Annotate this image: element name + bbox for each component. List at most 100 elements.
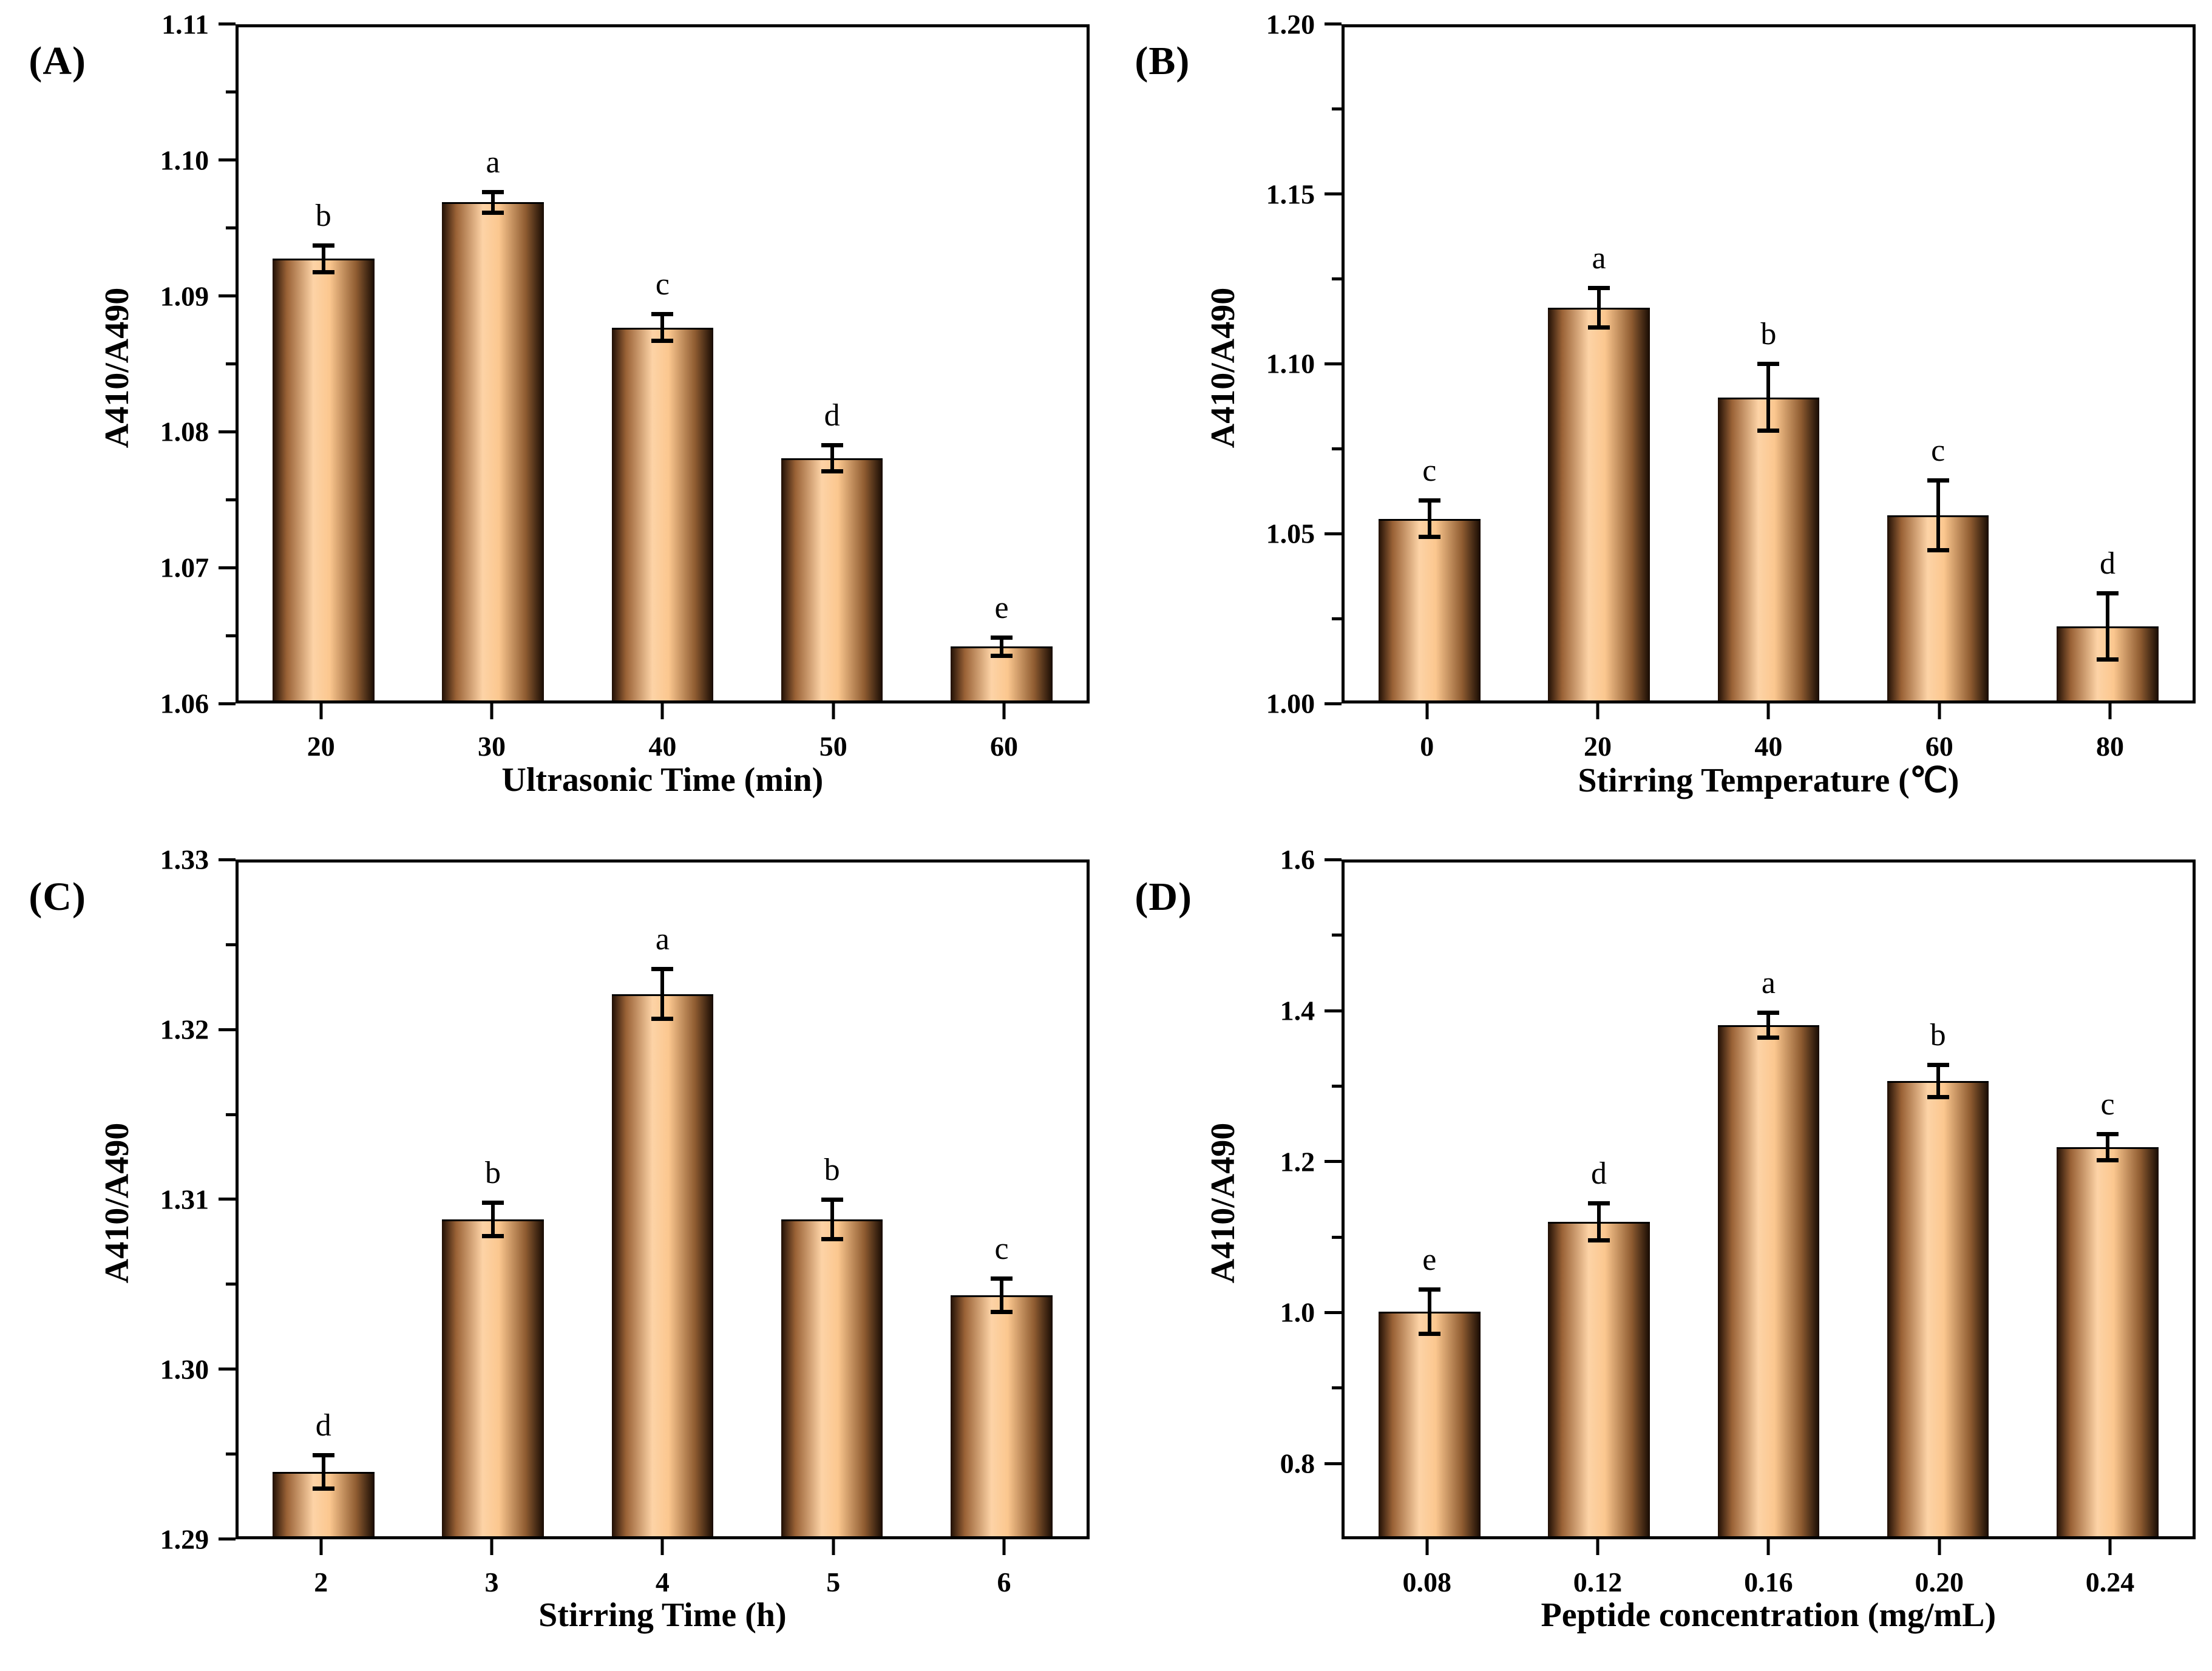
y-major-tick	[1325, 702, 1342, 705]
error-bar-cap-top	[1588, 1201, 1610, 1206]
significance-letter: d	[315, 1408, 331, 1443]
bar-0.24	[2057, 1147, 2159, 1536]
bar-0	[1378, 518, 1481, 700]
bar-30	[442, 202, 544, 700]
x-tick-label: 50	[819, 731, 847, 762]
error-bar	[491, 191, 495, 213]
error-bar-cap-bottom	[1757, 429, 1780, 433]
significance-letter: c	[994, 1232, 1009, 1267]
y-tick-label: 1.15	[1266, 178, 1315, 210]
error-bar	[2105, 592, 2109, 660]
x-tick	[1002, 1539, 1006, 1555]
bar-0.12	[1548, 1221, 1650, 1536]
x-tick	[1425, 1539, 1429, 1555]
y-axis-title: A410/A490	[1204, 1122, 1243, 1284]
x-tick-label: 40	[648, 731, 677, 762]
error-bar	[1597, 287, 1601, 328]
x-tick-label: 5	[826, 1566, 841, 1598]
y-major-tick	[1325, 1310, 1342, 1314]
significance-letter: b	[315, 198, 331, 234]
x-tick-label: 6	[997, 1566, 1011, 1598]
y-tick-label: 1.4	[1280, 995, 1315, 1026]
y-major-tick	[219, 1368, 236, 1371]
error-bar-cap-top	[821, 1197, 843, 1202]
y-major-tick	[1325, 532, 1342, 535]
y-minor-tick	[226, 634, 236, 637]
y-minor-tick	[226, 362, 236, 365]
error-bar-cap-top	[2096, 591, 2119, 595]
error-bar-cap-top	[821, 442, 843, 447]
x-tick	[1596, 703, 1600, 719]
y-tick-label: 1.30	[160, 1354, 209, 1385]
y-major-tick	[219, 858, 236, 861]
plot-area: b a c d e	[236, 24, 1090, 703]
panel-letter: (D)	[1135, 874, 1192, 919]
x-tick-label: 40	[1754, 731, 1783, 762]
y-tick-label: 1.32	[160, 1014, 209, 1045]
x-axis-title: Stirring Temperature (℃)	[1578, 761, 1959, 799]
error-bar-cap-top	[2096, 1131, 2119, 1136]
y-minor-tick	[226, 1283, 236, 1286]
bar-0.16	[1717, 1025, 1820, 1536]
bar-50	[781, 458, 883, 700]
panel-letter: (C)	[29, 874, 86, 919]
y-major-tick	[219, 430, 236, 433]
error-bar-cap-top	[651, 312, 674, 317]
x-tick	[1596, 1539, 1600, 1555]
panel-letter: (A)	[29, 39, 86, 84]
significance-letter: a	[655, 922, 670, 957]
error-bar-cap-top	[1588, 285, 1610, 290]
y-major-tick	[1325, 192, 1342, 196]
error-bar	[1766, 364, 1771, 432]
y-tick-label: 1.31	[160, 1184, 209, 1215]
bar-0.20	[1887, 1081, 1989, 1536]
error-bar-cap-bottom	[1927, 548, 1949, 553]
y-axis-title: A410/A490	[98, 287, 137, 448]
error-bar-cap-bottom	[1418, 1331, 1440, 1336]
y-minor-tick	[1332, 934, 1342, 937]
error-bar-cap-bottom	[651, 1017, 674, 1022]
y-minor-tick	[1332, 447, 1342, 450]
y-tick-label: 1.2	[1280, 1146, 1315, 1178]
x-tick	[660, 703, 664, 719]
y-minor-tick	[1332, 277, 1342, 281]
bar-4	[611, 994, 714, 1536]
error-bar-cap-bottom	[821, 1237, 843, 1242]
significance-letter: c	[655, 267, 670, 302]
panel-letter: (B)	[1135, 39, 1190, 84]
y-minor-tick	[226, 943, 236, 946]
y-minor-tick	[1332, 107, 1342, 111]
bar-0.08	[1378, 1311, 1481, 1536]
x-tick-label: 0.12	[1573, 1566, 1623, 1598]
x-tick-label: 2	[314, 1566, 328, 1598]
error-bar-cap-top	[1927, 1063, 1949, 1068]
significance-letter: b	[485, 1156, 501, 1191]
y-major-tick	[1325, 22, 1342, 26]
bar-20	[272, 259, 375, 700]
error-bar	[1936, 480, 1940, 551]
y-tick-label: 1.00	[1266, 688, 1315, 719]
y-tick-label: 1.6	[1280, 844, 1315, 875]
error-bar-cap-top	[1927, 478, 1949, 483]
x-tick-label: 20	[1584, 731, 1612, 762]
error-bar	[1766, 1012, 1771, 1038]
y-major-tick	[1325, 858, 1342, 861]
x-tick	[2108, 703, 2112, 719]
error-bar-cap-bottom	[482, 1233, 504, 1238]
error-bar-cap-top	[312, 243, 334, 248]
y-minor-tick	[226, 1113, 236, 1116]
plot-area: e d a b c	[1342, 859, 2196, 1539]
x-tick	[1002, 703, 1006, 719]
significance-letter: b	[1930, 1018, 1946, 1053]
error-bar-cap-top	[1757, 362, 1780, 367]
x-tick	[490, 1539, 494, 1555]
y-major-tick	[219, 1198, 236, 1201]
x-tick-label: 4	[655, 1566, 670, 1598]
error-bar	[1597, 1203, 1601, 1241]
y-tick-label: 0.8	[1280, 1448, 1315, 1479]
error-bar-cap-top	[651, 967, 674, 972]
significance-letter: b	[824, 1152, 840, 1187]
error-bar-cap-bottom	[821, 469, 843, 473]
error-bar-cap-bottom	[651, 338, 674, 343]
y-major-tick	[1325, 1462, 1342, 1465]
